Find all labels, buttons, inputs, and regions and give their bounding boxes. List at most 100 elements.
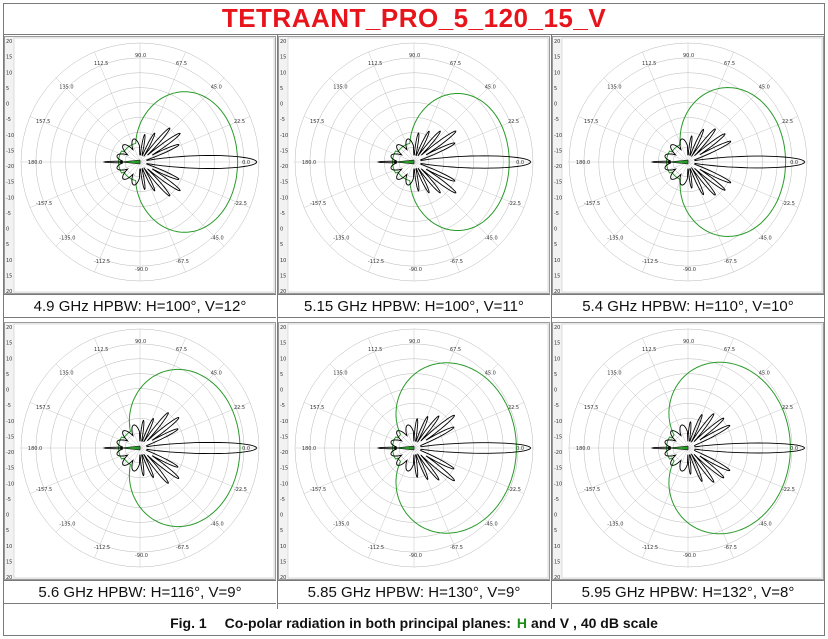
- side-tick-label: 20: [280, 289, 286, 294]
- angle-label: 112.5: [642, 61, 656, 67]
- angle-label: -90.0: [683, 267, 696, 273]
- side-tick-label: 15: [280, 559, 286, 565]
- plot-area: [13, 323, 275, 579]
- angle-label: 180.0: [576, 160, 590, 166]
- side-tick-label: 10: [554, 70, 560, 76]
- side-tick-label: 0: [280, 102, 283, 108]
- side-tick-label: -15: [554, 434, 562, 440]
- figure-title: TETRAANT_PRO_5_120_15_V: [221, 3, 607, 33]
- angle-label: 157.5: [584, 405, 598, 411]
- v-plane-curve: [650, 128, 806, 196]
- grid-spoke: [687, 161, 799, 208]
- angle-label: 45.0: [759, 84, 770, 90]
- angle-label: 0.0: [790, 160, 798, 166]
- angle-label: 135.0: [607, 370, 621, 376]
- angle-label: -112.5: [94, 545, 110, 551]
- h-plane-curve: [392, 93, 510, 231]
- angle-label: 90.0: [409, 339, 420, 345]
- angle-label: -135.0: [59, 236, 75, 242]
- angle-label: 135.0: [607, 84, 621, 90]
- side-tick-label: -15: [554, 148, 562, 154]
- side-tick-label: 15: [6, 559, 12, 565]
- grid-spoke: [603, 77, 689, 163]
- v-plane-curve: [102, 127, 258, 197]
- plot-caption: 5.85 GHz HPBW: H=130°, V=9°: [278, 580, 550, 604]
- angle-label: 67.5: [176, 347, 187, 353]
- side-tick-label: 10: [6, 70, 12, 76]
- angle-label: 67.5: [450, 347, 461, 353]
- h-plane-curve: [392, 362, 517, 534]
- angle-label: -22.5: [782, 487, 795, 493]
- side-tick-label: -15: [6, 434, 14, 440]
- angle-label: -112.5: [642, 259, 658, 265]
- side-tick-label: 5: [554, 86, 557, 92]
- angle-label: -90.0: [135, 553, 148, 559]
- side-tick-label: -15: [554, 180, 562, 186]
- side-tick-label: 10: [280, 356, 286, 362]
- side-tick-label: -20: [280, 164, 288, 170]
- angle-label: -22.5: [508, 487, 521, 493]
- side-tick-label: -10: [6, 195, 14, 201]
- grid-spoke: [413, 116, 525, 163]
- side-tick-label: 5: [280, 242, 283, 248]
- polar-svg: 20 15 10 5 0 -5 -10 -15 -20 -15 -10 -5 0 5 10 15 20 0.0 22…: [6, 323, 275, 579]
- side-tick-label: -5: [6, 497, 11, 503]
- angle-label: 157.5: [36, 405, 50, 411]
- angle-label: 0.0: [242, 446, 250, 452]
- angle-label: -112.5: [368, 259, 384, 265]
- grid-spoke: [303, 116, 415, 163]
- angle-label: -45.0: [211, 522, 224, 528]
- angle-label: 112.5: [94, 61, 108, 67]
- angle-label: -67.5: [450, 545, 463, 551]
- angle-label: -45.0: [759, 236, 772, 242]
- grid-spoke: [687, 337, 734, 449]
- side-tick-label: 5: [554, 242, 557, 248]
- angle-label: -22.5: [782, 201, 795, 207]
- side-tick-label: 15: [6, 55, 12, 61]
- figure-frame: [3, 3, 825, 636]
- grid-spoke: [29, 116, 141, 163]
- caption-text-1: Co-polar radiation in both principal pla…: [224, 615, 511, 631]
- angle-label: 90.0: [683, 339, 694, 345]
- angle-label: 45.0: [211, 370, 222, 376]
- grid-spoke: [303, 402, 415, 449]
- grid-spoke: [55, 77, 141, 163]
- angle-label: 135.0: [59, 84, 73, 90]
- side-tick-label: 0: [280, 227, 283, 233]
- side-tick-label: 5: [280, 86, 283, 92]
- grid-spoke: [139, 337, 186, 449]
- angle-label: -22.5: [508, 201, 521, 207]
- polar-svg: 20 15 10 5 0 -5 -10 -15 -20 -15 -10 -5 0 5 10 15 20 0.0 22…: [554, 37, 823, 293]
- angle-label: 90.0: [135, 53, 146, 59]
- side-tick-label: -15: [280, 148, 288, 154]
- angle-label: -90.0: [135, 267, 148, 273]
- angle-label: -90.0: [409, 267, 422, 273]
- angle-label: 112.5: [642, 347, 656, 353]
- grid-spoke: [329, 161, 415, 247]
- angle-label: 45.0: [485, 370, 496, 376]
- grid-spoke: [139, 116, 251, 163]
- h-plane-curve: [118, 91, 239, 233]
- grid-spoke: [139, 447, 186, 559]
- side-tick-label: -10: [554, 419, 562, 425]
- side-tick-label: -10: [6, 419, 14, 425]
- angle-label: 180.0: [28, 160, 42, 166]
- angle-label: -157.5: [36, 201, 52, 207]
- side-tick-label: 5: [554, 372, 557, 378]
- v-plane-curve: [650, 413, 806, 483]
- angle-label: 45.0: [211, 84, 222, 90]
- column-divider: [277, 35, 278, 609]
- side-tick-label: -10: [554, 481, 562, 487]
- plot-caption: 5.95 GHz HPBW: H=132°, V=8°: [552, 580, 824, 604]
- title-row: TETRAANT_PRO_5_120_15_V: [3, 3, 825, 35]
- angle-label: 157.5: [310, 405, 324, 411]
- angle-label: 135.0: [59, 370, 73, 376]
- side-tick-label: -20: [280, 450, 288, 456]
- angle-label: 22.5: [234, 119, 245, 125]
- grid-spoke: [368, 447, 415, 559]
- side-tick-label: 0: [554, 102, 557, 108]
- angle-label: 112.5: [368, 61, 382, 67]
- side-tick-label: -15: [280, 466, 288, 472]
- grid-spoke: [139, 161, 251, 208]
- plot-caption: 5.6 GHz HPBW: H=116°, V=9°: [4, 580, 276, 604]
